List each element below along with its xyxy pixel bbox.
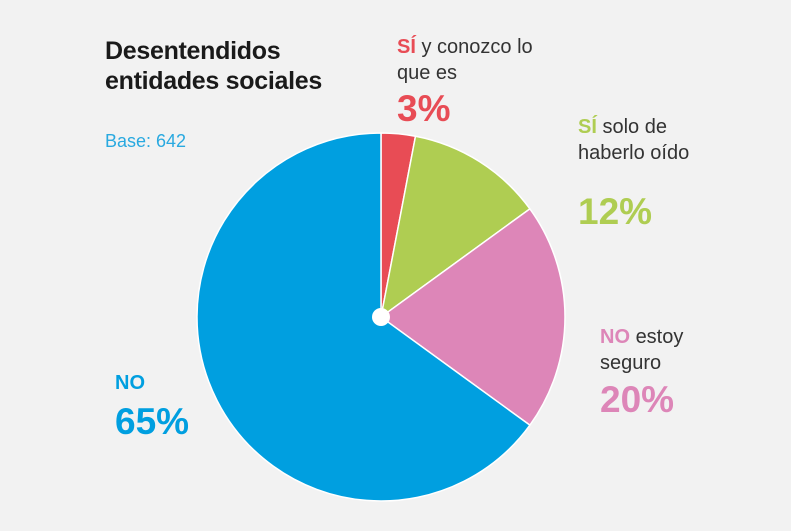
- slice-label-no-seguro: NO estoy seguro: [600, 324, 730, 376]
- slice-percent-no-seguro: 20%: [600, 379, 675, 420]
- chart-base-note: Base: 642: [105, 131, 187, 151]
- slice-keyword: SÍ: [578, 116, 597, 138]
- slice-percent-si-conozco: 3%: [397, 88, 451, 129]
- slice-label-si-oido: SÍ solo de haberlo oído: [578, 114, 728, 166]
- pie-slice-no-seguro: [380, 208, 566, 426]
- slice-description: estoy seguro: [600, 326, 684, 374]
- chart-title: Desentendidos entidades sociales: [105, 37, 322, 95]
- slice-keyword: NO: [600, 326, 630, 348]
- pie-slices: [196, 132, 566, 502]
- slice-percent-no: 65%: [115, 401, 190, 442]
- slice-percent-si-oido: 12%: [578, 191, 653, 232]
- slice-description: solo de haberlo oído: [578, 116, 690, 164]
- pie-center-dot: [372, 308, 390, 326]
- pie-slice-no: [196, 132, 531, 502]
- slice-keyword: SÍ: [397, 36, 416, 58]
- slice-keyword: NO: [115, 372, 145, 394]
- slice-label-si-conozco: SÍ y conozco lo que es: [397, 34, 557, 86]
- slice-label-no: NO: [115, 370, 145, 396]
- slice-description: y conozco lo que es: [397, 36, 533, 84]
- pie-slice-si-oido: [380, 135, 531, 318]
